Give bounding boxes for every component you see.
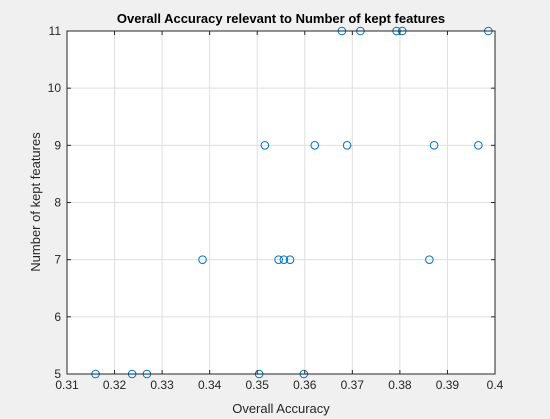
data-point xyxy=(429,141,439,150)
y-axis-label: Number of kept features xyxy=(28,132,43,272)
y-axis: 5 6 7 8 9 10 11 xyxy=(48,24,495,381)
y-tick-label: 5 xyxy=(54,367,61,381)
x-tick-label: 0.31 xyxy=(55,378,79,392)
x-axis: 0.31 0.32 0.33 0.34 0.35 0.36 0.37 0.38 0.39 0.4 xyxy=(55,31,504,392)
data-point xyxy=(310,141,320,150)
x-tick-label: 0.36 xyxy=(293,378,317,392)
x-tick-label: 0.33 xyxy=(150,378,174,392)
data-point xyxy=(260,141,270,150)
y-tick-label: 8 xyxy=(54,196,61,210)
x-tick-label: 0.37 xyxy=(341,378,365,392)
x-tick-label: 0.32 xyxy=(103,378,127,392)
x-tick-label: 0.4 xyxy=(487,378,504,392)
data-point xyxy=(198,255,207,264)
data-point xyxy=(342,141,352,150)
x-tick-label: 0.38 xyxy=(388,378,412,392)
chart-title: Overall Accuracy relevant to Number of k… xyxy=(117,11,445,26)
y-tick-label: 11 xyxy=(49,24,62,38)
data-point xyxy=(425,255,434,264)
data-point xyxy=(474,141,483,150)
y-tick-label: 9 xyxy=(54,138,61,152)
x-tick-label: 0.39 xyxy=(436,378,460,392)
y-tick-label: 7 xyxy=(54,253,61,267)
x-tick-label: 0.35 xyxy=(246,378,270,392)
data-point xyxy=(274,255,283,264)
data-point xyxy=(279,255,289,264)
y-tick-label: 6 xyxy=(54,310,61,324)
y-tick-label: 10 xyxy=(48,81,62,95)
data-point xyxy=(285,255,295,264)
x-tick-label: 0.34 xyxy=(198,378,222,392)
x-axis-label: Overall Accuracy xyxy=(232,401,330,416)
